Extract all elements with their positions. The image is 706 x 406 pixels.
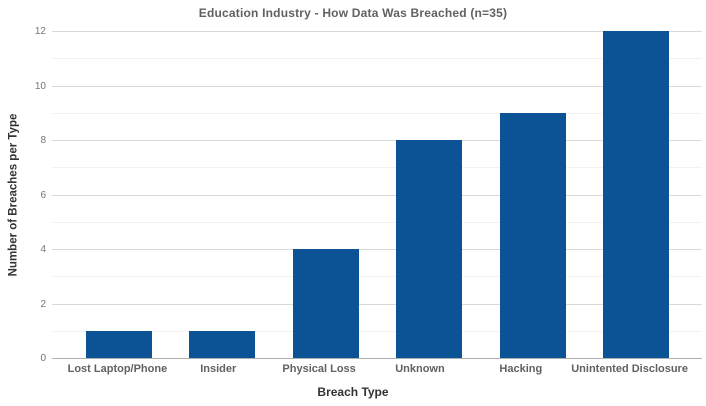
- bar: [603, 31, 670, 358]
- x-tick-label: Insider: [200, 363, 237, 375]
- bar: [499, 112, 566, 358]
- bar-band: [67, 31, 171, 358]
- bar: [396, 140, 463, 358]
- gridline: [52, 86, 702, 87]
- gridline: [52, 113, 702, 114]
- y-tick-label: 6: [40, 189, 46, 201]
- gridline: [52, 222, 702, 223]
- x-axis-baseline: [52, 358, 702, 359]
- gridline: [52, 167, 702, 168]
- x-tick-labels: Lost Laptop/Phone Insider Physical Loss Unk…: [67, 363, 688, 375]
- y-tick-label: 2: [40, 298, 46, 310]
- x-tick-label: Physical Loss: [282, 363, 356, 375]
- x-tick-label: Unknown: [395, 363, 445, 375]
- bar-band: [585, 31, 689, 358]
- bar: [189, 330, 256, 358]
- bar: [292, 249, 359, 358]
- x-tick-label: Lost Laptop/Phone: [67, 363, 168, 375]
- y-tick-label: 10: [34, 80, 46, 92]
- y-tick-label: 8: [40, 135, 46, 146]
- gridline: [52, 140, 702, 141]
- gridline: [52, 31, 702, 32]
- bar-band: [481, 31, 585, 358]
- gridline: [52, 249, 702, 250]
- x-tick-label: Hacking: [499, 363, 543, 375]
- gridline: [52, 304, 702, 305]
- gridline: [52, 276, 702, 277]
- y-tick-label: 12: [34, 26, 46, 37]
- bar-band: [274, 31, 378, 358]
- x-axis-title: Breach Type: [317, 385, 389, 399]
- x-tick-label: Unintented Disclosure: [571, 363, 688, 375]
- bars-layer: [67, 31, 688, 358]
- gridline: [52, 58, 702, 59]
- bar-band: [378, 31, 482, 358]
- chart-title: Education Industry - How Data Was Breach…: [198, 6, 508, 20]
- gridline: [52, 195, 702, 196]
- plot-area: [52, 31, 702, 359]
- gridline: [52, 331, 702, 332]
- y-tick-label: 0: [40, 353, 46, 364]
- bar-band: [171, 31, 275, 358]
- y-tick-label: 4: [40, 244, 46, 255]
- bar: [85, 330, 152, 358]
